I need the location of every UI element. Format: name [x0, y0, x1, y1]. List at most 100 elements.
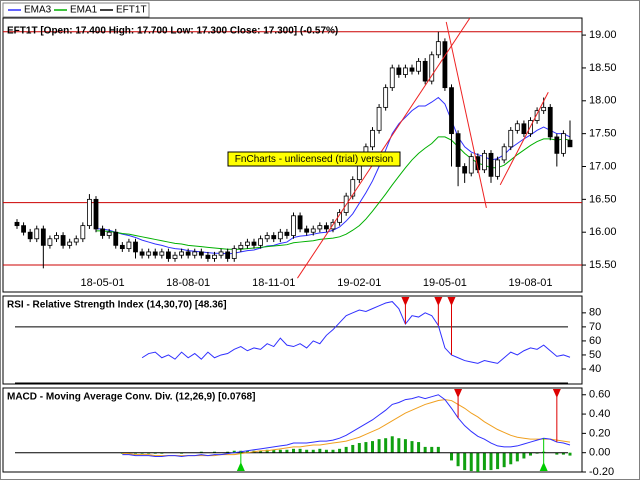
histogram-bar [390, 436, 394, 453]
histogram-bar [482, 452, 486, 471]
y-tick-label: 15.50 [589, 259, 617, 271]
candle-body [442, 41, 448, 89]
candle-body [54, 235, 59, 240]
legend-label: EMA1 [70, 5, 98, 16]
candle-body [14, 221, 20, 227]
candle-body [534, 110, 540, 121]
candle-body [126, 241, 132, 250]
candle-body [297, 215, 303, 230]
panel: 15.50 16.00 16.50 17.00 17.50 18.00 18.50 19.00… [2, 17, 617, 293]
candle-body [264, 235, 270, 240]
rsi-line [141, 301, 571, 364]
candle-body [462, 166, 468, 174]
legend-box [2, 2, 150, 18]
candle-body [567, 139, 573, 148]
histogram-bar [502, 452, 506, 468]
candle-body [179, 251, 184, 256]
histogram-bar [357, 443, 361, 453]
x-tick-label: 18-05-01 [81, 277, 125, 289]
candle-body [67, 241, 73, 246]
y-tick-label: 17.50 [589, 128, 617, 140]
candle-body [435, 41, 441, 56]
histogram-bar [430, 446, 434, 453]
candle-body [488, 152, 494, 177]
candle-body [541, 106, 547, 112]
panel-title: RSI - Relative Strength Index (14,30,70)… [7, 300, 227, 311]
buy-signal [236, 462, 245, 471]
histogram-bar [311, 449, 315, 453]
candle-body [370, 129, 375, 148]
macd-line [122, 394, 571, 458]
candle-body [192, 251, 198, 256]
histogram-bar [489, 452, 493, 471]
histogram-bar [417, 442, 421, 453]
histogram-bar [410, 441, 414, 453]
histogram-bar [456, 452, 460, 467]
candle-body [80, 225, 86, 240]
histogram-bar [259, 450, 263, 453]
histogram-bar [232, 450, 236, 453]
histogram-bar [476, 452, 480, 472]
histogram-bar [496, 452, 500, 470]
watermark-box [227, 151, 401, 167]
y-tick-label: 0.00 [589, 447, 610, 459]
x-tick-label: 19-02-01 [337, 277, 381, 289]
histogram-bar [292, 448, 295, 453]
histogram-bar [397, 438, 401, 453]
candle-body [403, 67, 408, 75]
panel-title: MACD - Moving Average Conv. Div. (12,26,… [7, 392, 255, 403]
candle-body [100, 228, 105, 236]
histogram-bar [450, 452, 453, 461]
candle-body [455, 133, 461, 167]
candle-body [501, 146, 507, 161]
histogram-bar [305, 449, 309, 453]
histogram-bar [371, 441, 374, 453]
candle-body [429, 54, 435, 82]
candle-body [547, 106, 553, 138]
candle-body [350, 179, 356, 197]
candle-body [482, 152, 487, 171]
candle-body [317, 225, 323, 230]
histogram-bar [384, 438, 388, 453]
histogram-bar [463, 452, 467, 471]
histogram-bar [561, 452, 565, 455]
candle-body [468, 156, 474, 174]
histogram-bar [351, 444, 355, 453]
candle-body [73, 238, 79, 243]
candle-body [251, 241, 257, 246]
panel: -0.20 0.00 0.20 0.40 0.60 MACD - Moving Avera… [2, 387, 614, 478]
y-tick-label: 70 [589, 321, 601, 333]
trend-line [445, 21, 487, 209]
candle-body [304, 228, 310, 233]
x-tick-label: 18-08-01 [166, 277, 210, 289]
histogram-bar [324, 449, 328, 453]
candle-body [205, 254, 211, 259]
candle-body [396, 67, 402, 75]
candle-body [106, 231, 112, 236]
y-tick-label: 80 [589, 307, 601, 319]
histogram-bar [436, 446, 440, 453]
histogram-bar [344, 446, 348, 453]
trend-line [499, 92, 549, 186]
watermark: FnCharts - unlicensed (trial) version [235, 154, 393, 165]
x-tick-label: 19-05-01 [423, 277, 467, 289]
candle-body [93, 198, 99, 230]
candle-body [225, 251, 231, 259]
candle-body [330, 221, 336, 230]
candle-body [119, 244, 125, 250]
candle-body [508, 129, 514, 148]
candle-body [310, 228, 316, 233]
trend-line [297, 18, 471, 279]
y-tick-label: 60 [589, 335, 601, 347]
candle-body [139, 251, 145, 256]
candle-body [554, 136, 560, 154]
candle-body [389, 67, 395, 89]
candle-body [238, 244, 244, 250]
candle-body [198, 251, 204, 256]
candle-body [113, 231, 119, 246]
histogram-bar [469, 452, 473, 472]
y-tick-label: 40 [589, 363, 601, 375]
candle-body [291, 215, 296, 236]
candle-body [146, 251, 152, 256]
